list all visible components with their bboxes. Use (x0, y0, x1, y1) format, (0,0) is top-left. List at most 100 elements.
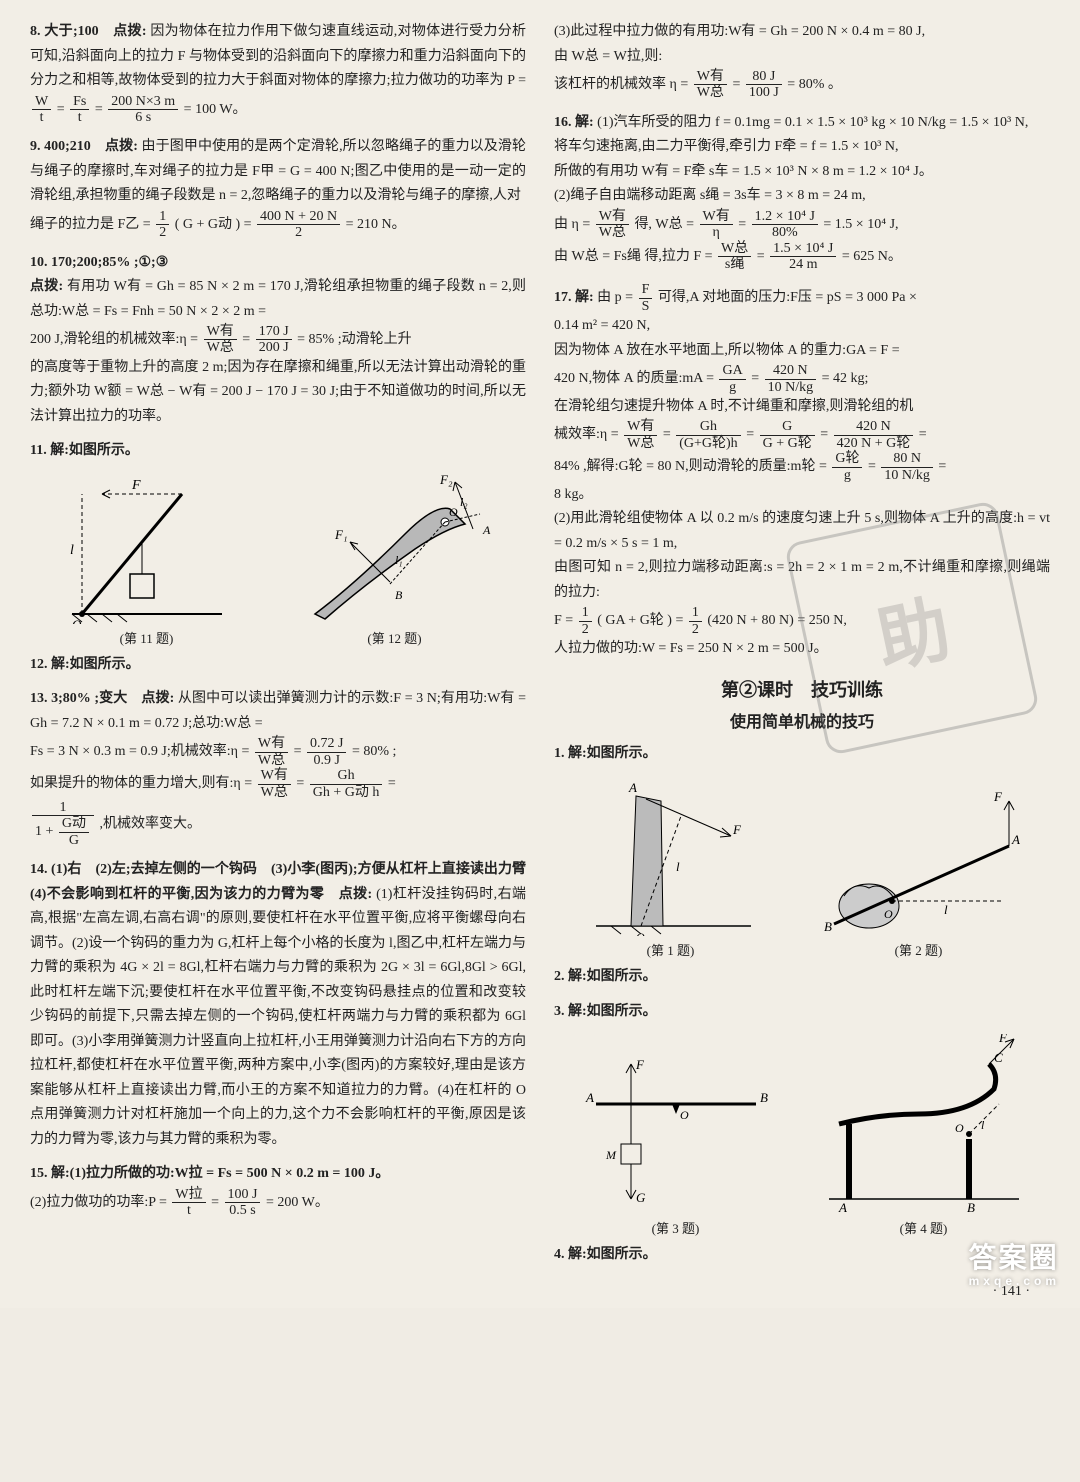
text: = (211, 1195, 222, 1210)
section-title: 第②课时 技巧训练 (554, 676, 1050, 702)
r4-text: 4. 解:如图所示。 (554, 1247, 657, 1262)
item-9: 9. 400;210 点拨: 由于图甲中使用的是两个定滑轮,所以忽略绳子的重力以… (30, 135, 526, 240)
text: 在滑轮组匀速提升物体 A 时,不计绳重和摩擦,则滑轮组的机 (554, 399, 913, 414)
svg-text:A: A (585, 1090, 594, 1105)
text: = (938, 459, 946, 474)
text: 如果提升的物体的重力增大,则有:η = (30, 776, 256, 791)
item-8: 8. 大于;100 点拨: 因为物体在拉力作用下做匀速直线运动,对物体进行受力分… (30, 20, 526, 125)
figure-r3-svg: A B O F M G (576, 1044, 776, 1214)
text: = 200 W。 (266, 1195, 329, 1210)
svg-text:O: O (72, 617, 82, 624)
item-14: 14. (1)右 (2)左;去掉左侧的一个钩码 (3)小李(图丙);方便从杠杆上… (30, 858, 526, 1152)
figure-12-svg: O F₁ l₁ l₂ F₂ A B (295, 474, 495, 624)
frac: 200 N×3 m6 s (108, 94, 178, 126)
svg-text:M: M (605, 1148, 617, 1162)
svg-text:F: F (131, 478, 141, 493)
section-subtitle: 使用简单机械的技巧 (554, 708, 1050, 732)
svg-text:F: F (635, 1057, 645, 1072)
brand-small: mxqe.com (969, 1274, 1060, 1288)
frac: 1.2 × 10⁴ J80% (752, 209, 818, 241)
frac: 80 J100 J (746, 69, 782, 101)
text: 由图可知 n = 2,则拉力端移动距离:s = 2h = 2 × 1 m = 2… (554, 560, 1050, 600)
figure-r4-caption: (第 4 题) (819, 1218, 1029, 1237)
text: F = (554, 614, 577, 629)
frac: FS (639, 282, 653, 314)
frac: G轮g (832, 451, 862, 483)
figure-r1: A F l O (第 1 题) (581, 776, 761, 959)
text: 因为物体 A 放在水平地面上,所以物体 A 的重力:GA = F = (554, 343, 900, 358)
item-10: 10. 170;200;85% ;①;③ 点拨: 有用功 W有 = Gh = 8… (30, 251, 526, 430)
text: = (294, 744, 305, 759)
frac: 0.72 J0.9 J (307, 736, 346, 768)
left-column: 8. 大于;100 点拨: 因为物体在拉力作用下做匀速直线运动,对物体进行受力分… (30, 20, 526, 1278)
right-column: (3)此过程中拉力做的有用功:W有 = Gh = 200 N × 0.4 m =… (554, 20, 1050, 1278)
r3-text: 3. 解:如图所示。 (554, 1004, 657, 1019)
frac: 1.5 × 10⁴ J24 m (770, 241, 836, 273)
figure-r4: A B C F O l (第 4 题) (819, 1034, 1029, 1237)
svg-text:O: O (680, 1108, 689, 1122)
figure-row-11-12: O F l (第 11 题) O F₁ l₁ (30, 474, 526, 647)
item-16: 16. 解: (1)汽车所受的阻力 f = 0.1mg = 0.1 × 1.5 … (554, 111, 1050, 273)
text: ( G + G动 ) = (175, 217, 255, 232)
text: = (242, 332, 253, 347)
text: 人拉力做的功:W = Fs = 250 N × 2 m = 500 J。 (554, 641, 828, 656)
item-11-text: 11. 解:如图所示。 (30, 443, 139, 458)
frac: W有W总 (596, 209, 629, 241)
figure-r4-svg: A B C F O l (819, 1034, 1029, 1214)
item-r2: 2. 解:如图所示。 (554, 965, 1050, 990)
svg-text:F: F (732, 822, 742, 837)
text: = 85% ;动滑轮上升 (297, 332, 411, 347)
text: = 210 N。 (346, 217, 406, 232)
svg-text:B: B (967, 1200, 975, 1214)
text: = (751, 371, 762, 386)
item-13-lead: 13. 3;80% ;变大 点拨: (30, 691, 174, 706)
svg-text:B: B (395, 588, 403, 602)
brand-logo: 答案圈 mxqe.com (969, 1236, 1060, 1288)
svg-text:O: O (955, 1121, 964, 1135)
svg-text:F: F (993, 789, 1003, 804)
text: (3)此过程中拉力做的有用功:W有 = Gh = 200 N × 0.4 m =… (554, 24, 925, 39)
text: = (738, 217, 749, 232)
item-17-lead: 17. 解: (554, 290, 594, 305)
text: = (757, 249, 768, 264)
page-root: 8. 大于;100 点拨: 因为物体在拉力作用下做匀速直线运动,对物体进行受力分… (0, 0, 1080, 1308)
frac: 100 J0.5 s (225, 1187, 261, 1219)
frac: 80 N10 N/kg (881, 451, 933, 483)
svg-text:B: B (824, 919, 832, 934)
svg-text:A: A (628, 780, 637, 795)
svg-text:F: F (998, 1034, 1008, 1045)
svg-text:G: G (636, 1190, 646, 1205)
svg-text:l₁: l₁ (395, 553, 403, 567)
text: 0.14 m² = 420 N, (554, 318, 650, 333)
r1-text: 1. 解:如图所示。 (554, 746, 657, 761)
item-12: 12. 解:如图所示。 (30, 653, 526, 678)
brand-big: 答案圈 (969, 1242, 1059, 1273)
text: = (296, 776, 307, 791)
svg-text:l: l (944, 902, 948, 917)
figure-11-caption: (第 11 题) (62, 628, 232, 647)
text: = (868, 459, 879, 474)
item-10-lead: 10. 170;200;85% ;①;③ (30, 255, 168, 270)
frac-nested: 1 1 + G动G (32, 800, 94, 848)
text: ( GA + G轮 ) = (597, 614, 687, 629)
item-8-lead: 8. 大于;100 点拨: (30, 24, 147, 39)
item-11: 11. 解:如图所示。 (30, 439, 526, 464)
svg-text:F₁: F₁ (334, 527, 347, 542)
text: = 625 N。 (842, 249, 902, 264)
frac: W有W总 (694, 69, 727, 101)
item-12-text: 12. 解:如图所示。 (30, 657, 140, 672)
figure-r1-caption: (第 1 题) (581, 940, 761, 959)
text: = 80% 。 (787, 77, 842, 92)
text: 将车匀速拖离,由二力平衡得,牵引力 F牵 = f = 1.5 × 10³ N, (554, 139, 898, 154)
text: 械效率:η = (554, 428, 622, 443)
item-16-lead: 16. 解: (554, 115, 594, 130)
svg-text:l: l (70, 543, 74, 558)
item-15-l1: 15. 解:(1)拉力所做的功:W拉 = Fs = 500 N × 0.2 m … (30, 1166, 389, 1181)
text: = (919, 428, 927, 443)
frac: GAg (719, 363, 745, 395)
text: 的高度等于重物上升的高度 2 m;因为存在摩擦和绳重,所以无法计算出动滑轮的重力… (30, 360, 526, 424)
text: = (663, 428, 674, 443)
text: = (732, 77, 743, 92)
frac: GhGh + G动 h (310, 768, 383, 800)
frac: W拉t (172, 1187, 205, 1219)
